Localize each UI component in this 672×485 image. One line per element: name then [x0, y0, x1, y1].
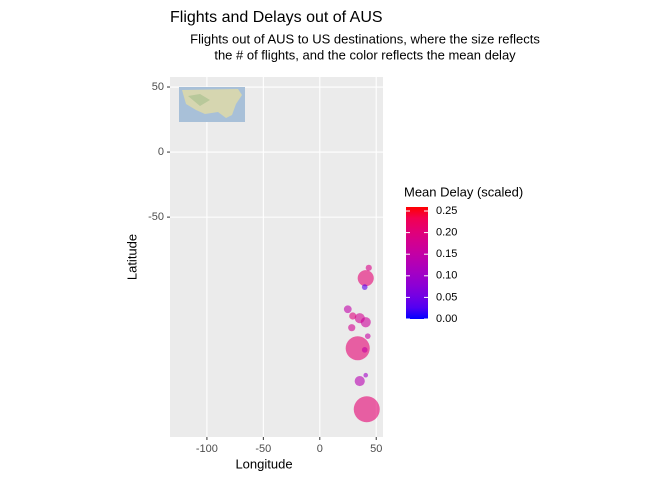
bubble — [349, 312, 357, 320]
legend-label: 0.10 — [436, 270, 457, 282]
bubble — [357, 270, 374, 287]
bubble — [361, 284, 368, 290]
x-tick-label: -50 — [255, 443, 271, 455]
legend-label: 0.20 — [436, 227, 457, 239]
x-axis-label: Longitude — [235, 456, 292, 471]
y-tick-label: 50 — [152, 81, 164, 93]
bubble — [348, 324, 356, 332]
bubble — [363, 372, 369, 378]
legend-label: 0.15 — [436, 248, 457, 260]
chart-subtitle: Flights out of AUS to US destinations, w… — [190, 31, 540, 46]
bubble — [353, 396, 380, 423]
bubble — [365, 264, 372, 271]
bubble — [345, 336, 370, 361]
y-tick-label: -50 — [148, 211, 164, 223]
x-tick-label: -100 — [196, 443, 218, 455]
bubble — [361, 347, 368, 353]
x-tick-label: 50 — [370, 443, 382, 455]
chart-subtitle: the # of flights, and the color reflects… — [214, 47, 516, 62]
bubble — [354, 375, 365, 387]
legend-label: 0.25 — [436, 205, 457, 217]
bubble — [360, 317, 371, 328]
bubble — [343, 305, 352, 314]
y-tick-label: 0 — [158, 146, 164, 158]
chart-title: Flights and Delays out of AUS — [170, 9, 383, 26]
bubble — [364, 333, 371, 339]
plot-panel — [170, 77, 383, 437]
legend-label: 0.00 — [436, 313, 457, 325]
map-inset — [179, 87, 245, 122]
y-axis-label: Latitude — [124, 234, 139, 280]
x-tick-label: 0 — [317, 443, 323, 455]
color-bar — [406, 207, 428, 319]
legend-title: Mean Delay (scaled) — [404, 184, 523, 199]
legend-label: 0.05 — [436, 291, 457, 303]
